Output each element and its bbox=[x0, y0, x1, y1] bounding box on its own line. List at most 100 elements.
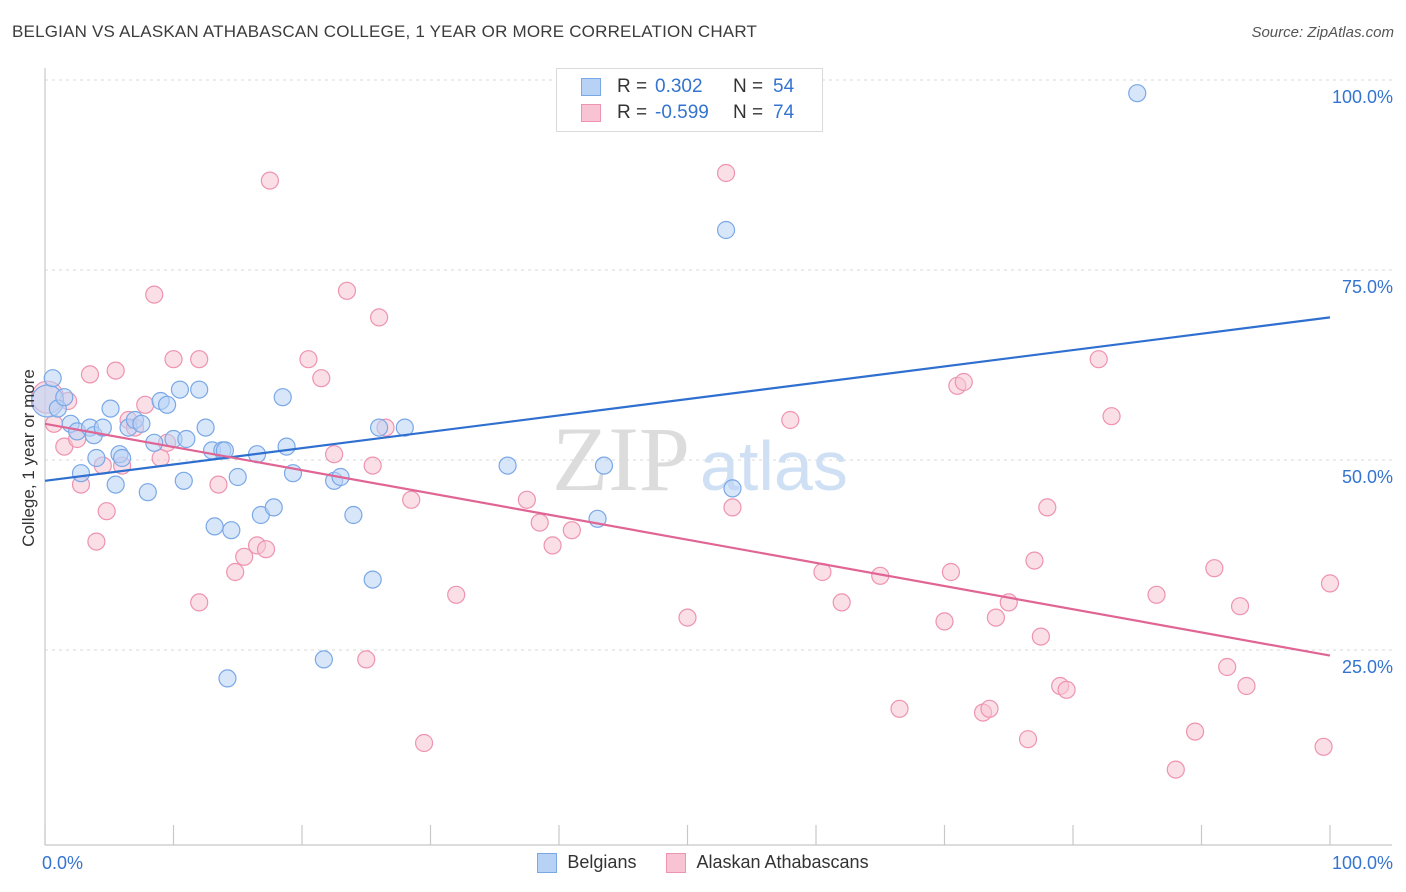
data-point-alaskan-athabascans bbox=[1018, 730, 1038, 749]
data-point-alaskan-athabascans bbox=[145, 285, 164, 304]
legend-item-alaskan-athabascans[interactable]: Alaskan Athabascans bbox=[666, 852, 869, 873]
data-point-alaskan-athabascans bbox=[543, 536, 562, 555]
source-label: Source: ZipAtlas.com bbox=[1251, 24, 1394, 41]
data-point-alaskan-athabascans bbox=[1320, 574, 1340, 593]
data-point-alaskan-athabascans bbox=[312, 369, 331, 388]
data-point-belgians bbox=[71, 464, 91, 483]
watermark: ZIP atlas bbox=[552, 408, 848, 510]
legend-row-belgians: R = 0.302 N = 54 bbox=[581, 76, 794, 98]
correlation-legend: R = 0.302 N = 54 R = -0.599 N = 74 bbox=[556, 68, 823, 132]
data-point-alaskan-athabascans bbox=[562, 521, 581, 540]
data-point-belgians bbox=[498, 456, 517, 475]
y-tick-label: 50.0% bbox=[1342, 467, 1393, 487]
data-point-alaskan-athabascans bbox=[299, 350, 318, 369]
data-point-belgians bbox=[170, 380, 190, 399]
legend-n-label: N = bbox=[733, 76, 764, 97]
data-point-alaskan-athabascans bbox=[260, 171, 279, 190]
legend-label-alaskan-athabascans: Alaskan Athabascans bbox=[696, 852, 869, 872]
data-point-belgians bbox=[273, 388, 292, 407]
data-point-alaskan-athabascans bbox=[832, 593, 851, 612]
data-point-alaskan-athabascans bbox=[209, 475, 228, 494]
data-point-alaskan-athabascans bbox=[1031, 627, 1050, 646]
data-point-alaskan-athabascans bbox=[781, 410, 800, 430]
data-point-belgians bbox=[594, 456, 614, 475]
y-tick-label: 75.0% bbox=[1342, 277, 1393, 297]
trend-line-alaskan-athabascans bbox=[44, 422, 1331, 657]
data-point-alaskan-athabascans bbox=[1089, 350, 1108, 369]
data-point-alaskan-athabascans bbox=[941, 562, 961, 582]
data-point-belgians bbox=[174, 471, 193, 490]
data-point-alaskan-athabascans bbox=[402, 490, 421, 509]
data-point-alaskan-athabascans bbox=[723, 498, 742, 517]
legend-item-belgians[interactable]: Belgians bbox=[537, 852, 636, 873]
data-point-alaskan-athabascans bbox=[363, 456, 382, 475]
data-point-belgians bbox=[87, 448, 106, 468]
y-axis-label: College, 1 year or more bbox=[19, 369, 38, 547]
legend-row-alaskan-athabascans: R = -0.599 N = 74 bbox=[581, 102, 794, 124]
data-point-alaskan-athabascans bbox=[414, 733, 434, 753]
legend-swatch-pink bbox=[581, 104, 601, 122]
data-point-alaskan-athabascans bbox=[1237, 676, 1256, 696]
data-point-alaskan-athabascans bbox=[1102, 407, 1121, 426]
legend-swatch-blue bbox=[537, 852, 558, 873]
data-point-alaskan-athabascans bbox=[980, 699, 999, 718]
data-point-alaskan-athabascans bbox=[890, 699, 909, 718]
data-point-alaskan-athabascans bbox=[190, 593, 209, 612]
legend-label-belgians: Belgians bbox=[567, 852, 637, 872]
axes bbox=[44, 68, 1392, 846]
data-point-alaskan-athabascans bbox=[1314, 737, 1333, 756]
data-point-alaskan-athabascans bbox=[106, 361, 125, 380]
data-point-alaskan-athabascans bbox=[1057, 680, 1076, 699]
y-tick-label: 25.0% bbox=[1342, 657, 1393, 677]
data-point-belgians bbox=[55, 388, 74, 407]
legend-r-value: -0.599 bbox=[655, 102, 709, 123]
data-point-alaskan-athabascans bbox=[80, 365, 100, 384]
series-legend: Belgians Alaskan Athabascans bbox=[0, 852, 1406, 873]
data-point-belgians bbox=[106, 475, 125, 494]
chart-title: BELGIAN VS ALASKAN ATHABASCAN COLLEGE, 1… bbox=[12, 22, 758, 41]
data-point-alaskan-athabascans bbox=[190, 350, 209, 369]
data-point-alaskan-athabascans bbox=[447, 585, 466, 604]
data-point-belgians bbox=[157, 395, 177, 414]
data-point-alaskan-athabascans bbox=[954, 372, 973, 392]
data-point-alaskan-athabascans bbox=[151, 448, 170, 468]
data-point-alaskan-athabascans bbox=[164, 350, 183, 369]
data-point-belgians bbox=[132, 414, 151, 433]
series-alaskan-athabascans bbox=[30, 163, 1340, 779]
data-point-alaskan-athabascans bbox=[1218, 657, 1237, 677]
legend-n-label: N = bbox=[733, 102, 764, 123]
data-point-belgians bbox=[228, 467, 247, 487]
data-point-alaskan-athabascans bbox=[357, 650, 376, 669]
data-point-alaskan-athabascans bbox=[337, 281, 357, 300]
data-point-belgians bbox=[716, 220, 736, 240]
x-tick-label: 0.0% bbox=[42, 853, 83, 873]
trend-line-belgians bbox=[44, 316, 1331, 482]
data-point-belgians bbox=[101, 399, 120, 418]
data-point-alaskan-athabascans bbox=[517, 490, 536, 509]
data-point-alaskan-athabascans bbox=[256, 540, 276, 559]
data-point-belgians bbox=[344, 505, 363, 525]
data-point-belgians bbox=[723, 479, 742, 498]
y-tick-labels: 25.0% 50.0% 75.0% 100.0% bbox=[1332, 87, 1393, 677]
legend-r-label: R = bbox=[617, 76, 648, 97]
watermark-zip: ZIP bbox=[552, 408, 690, 510]
data-point-alaskan-athabascans bbox=[986, 608, 1006, 627]
legend-n-value: 74 bbox=[773, 102, 795, 123]
data-point-alaskan-athabascans bbox=[136, 395, 155, 414]
data-point-alaskan-athabascans bbox=[1025, 551, 1044, 570]
legend-n-value: 54 bbox=[773, 76, 795, 97]
data-point-belgians bbox=[43, 369, 62, 388]
series-belgians bbox=[30, 84, 1147, 688]
data-point-alaskan-athabascans bbox=[1038, 498, 1057, 517]
data-point-belgians bbox=[93, 418, 112, 437]
data-point-belgians bbox=[205, 517, 224, 536]
data-point-alaskan-athabascans bbox=[1166, 760, 1185, 779]
data-point-belgians bbox=[370, 418, 389, 437]
data-point-alaskan-athabascans bbox=[87, 532, 106, 551]
data-point-belgians bbox=[112, 448, 132, 468]
y-tick-label: 100.0% bbox=[1332, 87, 1393, 107]
data-point-belgians bbox=[177, 429, 196, 449]
watermark-atlas: atlas bbox=[700, 427, 848, 505]
data-point-alaskan-athabascans bbox=[235, 547, 254, 566]
